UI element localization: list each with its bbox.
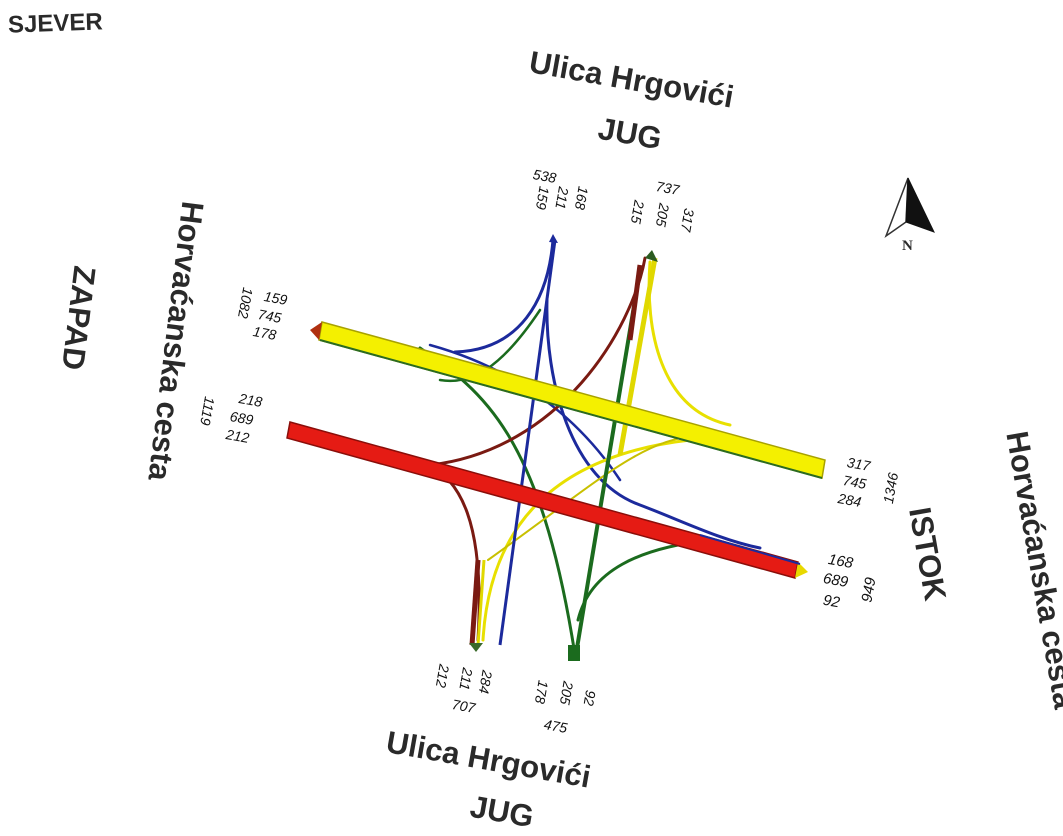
north-arrow-label: N <box>902 238 913 254</box>
yellow-band-arrow <box>310 322 322 340</box>
north-arrow-right <box>905 177 935 233</box>
main-band-red <box>286 421 808 579</box>
flow-yellow-north-to-east <box>647 260 732 427</box>
flow-green-south-end <box>568 645 580 661</box>
north-arrow-left <box>884 177 909 239</box>
flow-darkred-south <box>469 559 481 646</box>
arrow-south-yellow <box>469 643 483 652</box>
yellow-band-green-edge <box>319 339 823 479</box>
flow-darkred-south-north <box>627 264 643 341</box>
flow-green-south-to-east <box>576 538 712 622</box>
sjever-label: SJEVER <box>7 8 104 39</box>
flow-blue-north-south <box>498 239 557 646</box>
flow-yellow-south <box>476 559 486 646</box>
flow-blue-north-to-east <box>545 298 762 550</box>
arrow-north-yellow <box>645 250 658 262</box>
south-right-value-3: 92 <box>580 688 600 708</box>
flow-blue-north-to-west <box>453 238 555 354</box>
red-band-blue-edge <box>699 534 801 565</box>
main-band-yellow <box>310 321 826 479</box>
east-bottom-value-3: 92 <box>821 591 842 612</box>
north-arrow <box>884 177 935 239</box>
arrow-north-blue <box>549 234 558 243</box>
red-band-arrow <box>795 562 808 578</box>
